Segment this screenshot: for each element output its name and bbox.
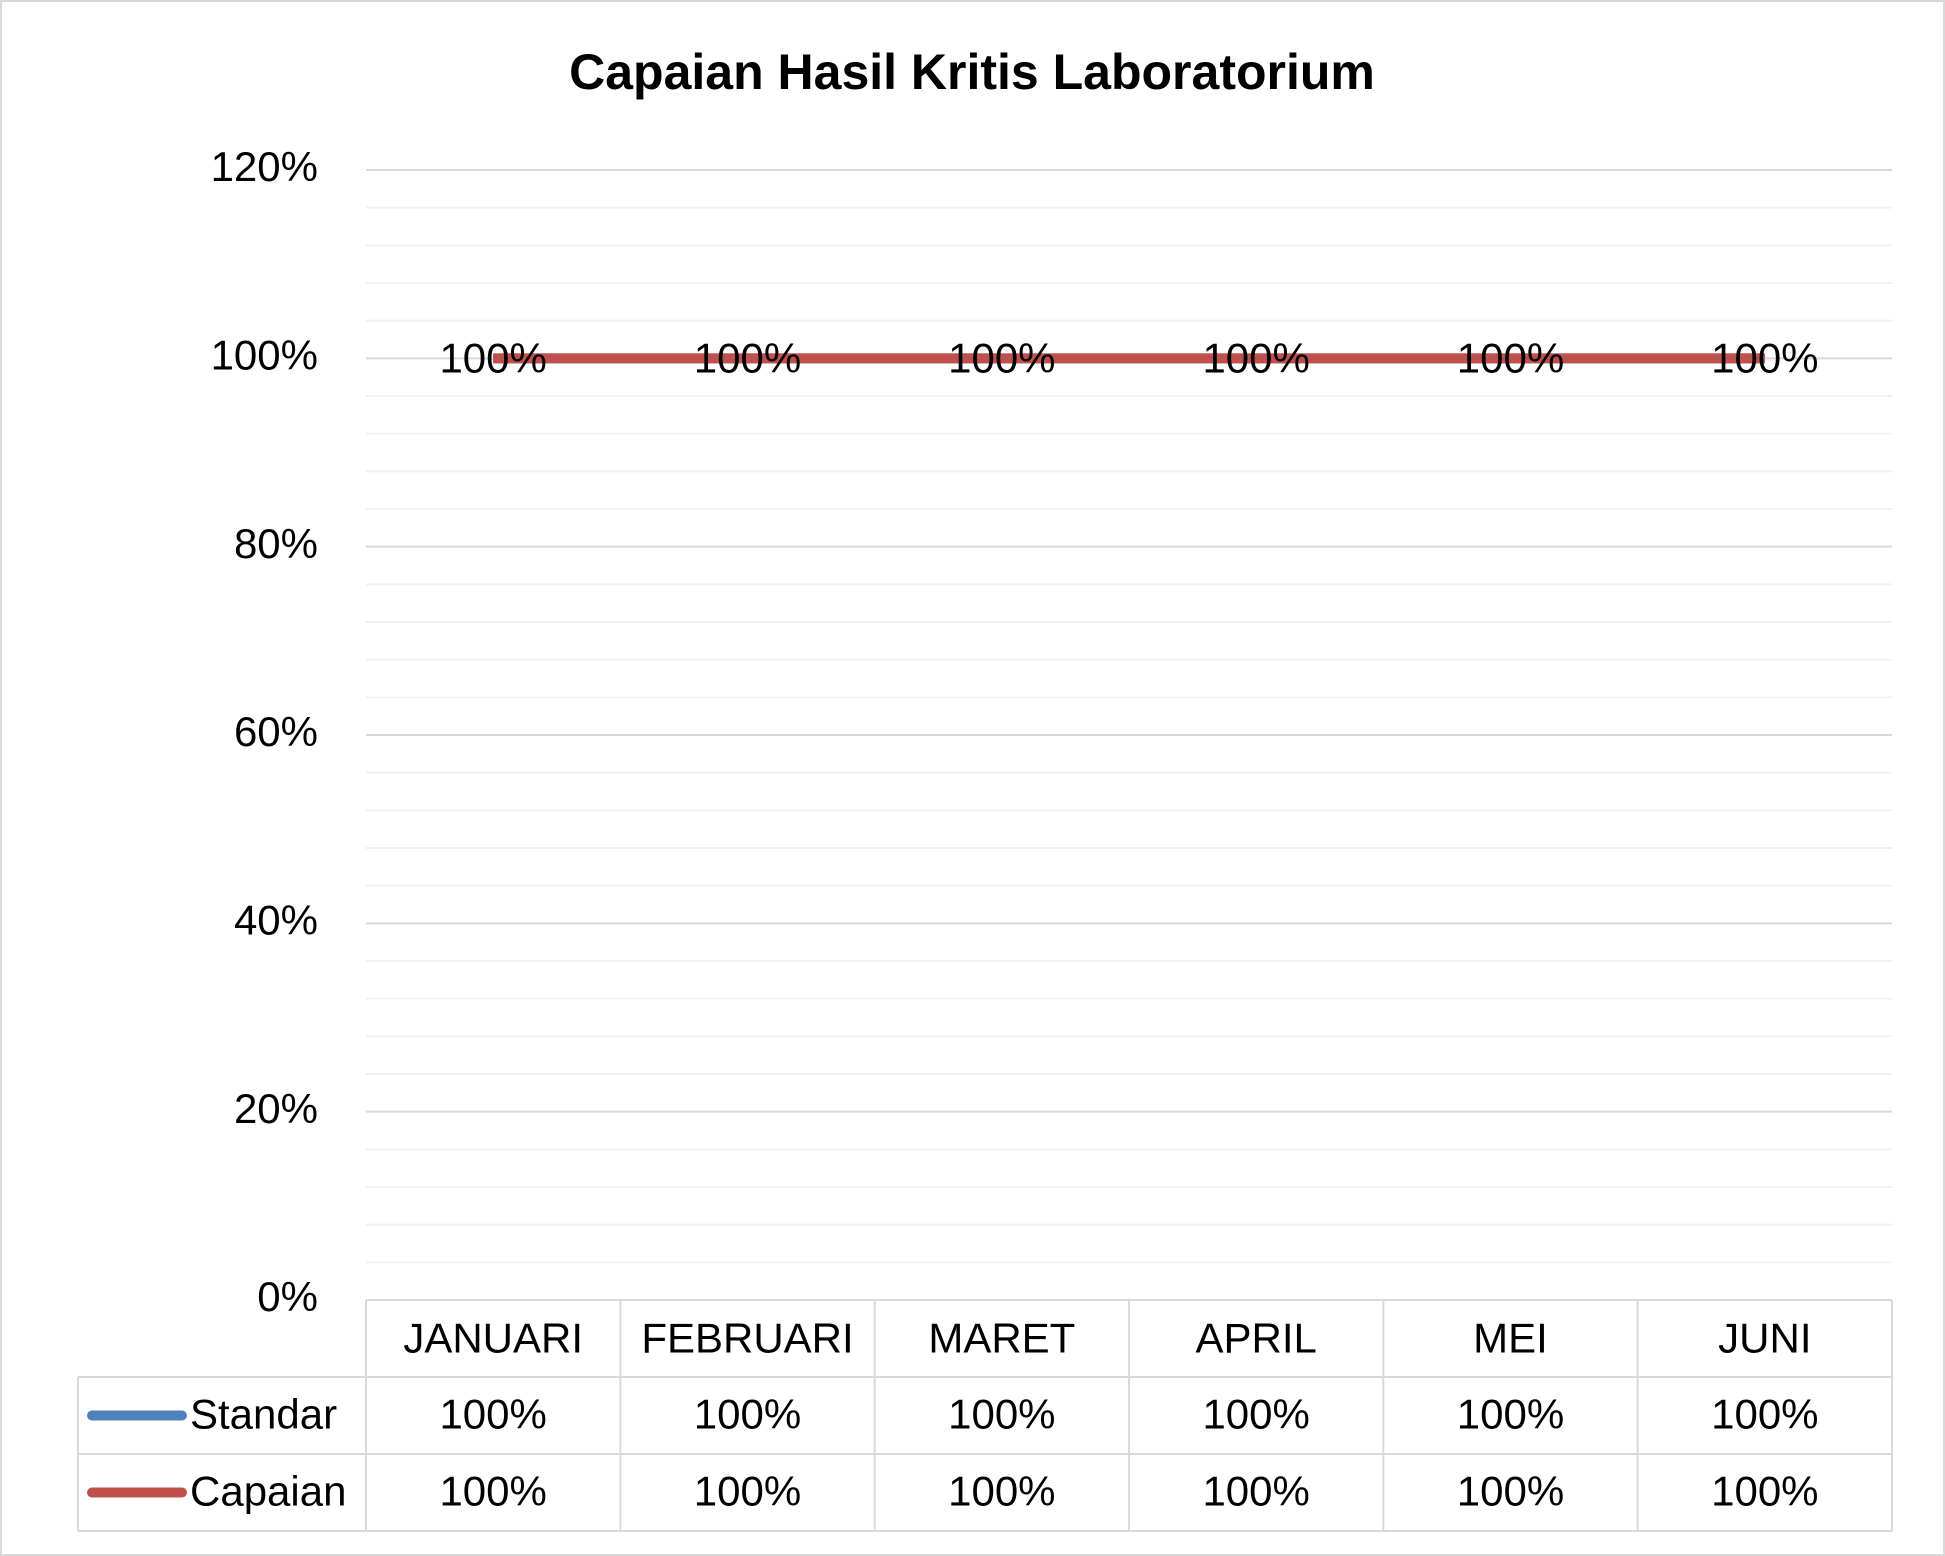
table-value: 100% bbox=[1711, 1468, 1818, 1515]
table-value: 100% bbox=[694, 1468, 801, 1515]
table-value: 100% bbox=[1457, 1468, 1564, 1515]
legend-label: Standar bbox=[190, 1391, 337, 1438]
table-value: 100% bbox=[1202, 1391, 1309, 1438]
data-label: 100% bbox=[694, 334, 801, 381]
table-value: 100% bbox=[1457, 1391, 1564, 1438]
x-tick-label: FEBRUARI bbox=[641, 1315, 853, 1362]
y-tick-label: 40% bbox=[234, 896, 318, 943]
chart-title: Capaian Hasil Kritis Laboratorium bbox=[569, 44, 1375, 100]
y-tick-label: 80% bbox=[234, 520, 318, 567]
table-value: 100% bbox=[694, 1391, 801, 1438]
x-tick-label: JANUARI bbox=[403, 1315, 583, 1362]
data-label: 100% bbox=[1202, 334, 1309, 381]
data-label: 100% bbox=[439, 334, 546, 381]
y-tick-label: 20% bbox=[234, 1085, 318, 1132]
table-value: 100% bbox=[1711, 1391, 1818, 1438]
x-tick-label: MEI bbox=[1473, 1315, 1548, 1362]
data-label: 100% bbox=[948, 334, 1055, 381]
y-tick-label: 0% bbox=[257, 1273, 318, 1320]
table-value: 100% bbox=[439, 1391, 546, 1438]
x-tick-label: MARET bbox=[928, 1315, 1075, 1362]
x-tick-label: APRIL bbox=[1195, 1315, 1316, 1362]
data-label: 100% bbox=[1457, 334, 1564, 381]
data-label: 100% bbox=[1711, 334, 1818, 381]
y-tick-label: 120% bbox=[211, 143, 318, 190]
y-tick-label: 100% bbox=[211, 331, 318, 378]
legend-label: Capaian bbox=[190, 1468, 346, 1515]
table-value: 100% bbox=[948, 1468, 1055, 1515]
table-value: 100% bbox=[948, 1391, 1055, 1438]
y-tick-label: 60% bbox=[234, 708, 318, 755]
table-value: 100% bbox=[439, 1468, 546, 1515]
x-tick-label: JUNI bbox=[1718, 1315, 1811, 1362]
table-value: 100% bbox=[1202, 1468, 1309, 1515]
